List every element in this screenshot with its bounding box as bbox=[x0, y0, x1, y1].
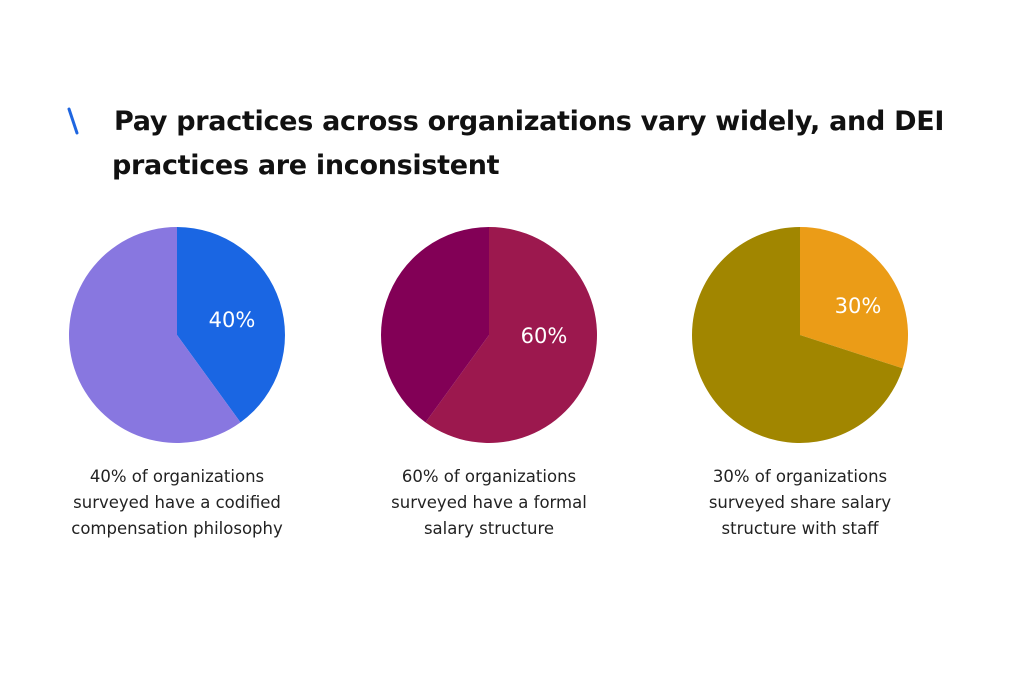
pie-chart-codified-philosophy: 40% 40% of organizations surveyed have a… bbox=[32, 226, 322, 556]
chart-caption: 40% of organizations surveyed have a cod… bbox=[32, 464, 322, 542]
caption-line: structure with staff bbox=[721, 519, 879, 538]
chart-caption: 30% of organizations surveyed share sala… bbox=[655, 464, 945, 542]
data-label: 40% bbox=[209, 308, 256, 332]
pie-slice-yes bbox=[425, 227, 597, 443]
caption-line: surveyed have a formal bbox=[391, 493, 587, 512]
caption-line: surveyed share salary bbox=[708, 493, 892, 512]
chart-caption: 60% of organizations surveyed have a for… bbox=[344, 464, 634, 542]
caption-line: salary structure bbox=[423, 519, 555, 538]
caption-line: surveyed have a codified bbox=[73, 493, 281, 512]
caption-line: 30% of organizations bbox=[712, 467, 888, 486]
caption-line: 60% of organizations bbox=[401, 467, 577, 486]
pie-chart-svg: 60% bbox=[381, 227, 597, 443]
pie-slice-yes bbox=[177, 227, 285, 423]
pie-chart-formal-structure: 60% 60% of organizations surveyed have a… bbox=[344, 226, 634, 556]
data-label: 60% bbox=[521, 324, 568, 348]
title-line-2: practices are inconsistent bbox=[112, 150, 500, 181]
pie-slice-no bbox=[381, 227, 489, 423]
pie-slice-yes bbox=[800, 227, 908, 369]
pie-chart-share-structure: 30% 30% of organizations surveyed share … bbox=[655, 226, 945, 556]
pie-slice-no bbox=[68, 227, 241, 443]
data-label: 30% bbox=[835, 294, 882, 318]
caption-line: 40% of organizations bbox=[89, 467, 265, 486]
pie-chart-svg: 30% bbox=[692, 227, 908, 443]
pie-slice-no bbox=[692, 227, 903, 443]
caption-line: compensation philosophy bbox=[71, 519, 283, 538]
title-line-1: Pay practices across organizations vary … bbox=[114, 106, 945, 137]
accent-slash-icon bbox=[67, 107, 79, 135]
pie-chart-svg: 40% bbox=[68, 227, 285, 443]
page-title: Pay practices across organizations vary … bbox=[112, 100, 972, 188]
